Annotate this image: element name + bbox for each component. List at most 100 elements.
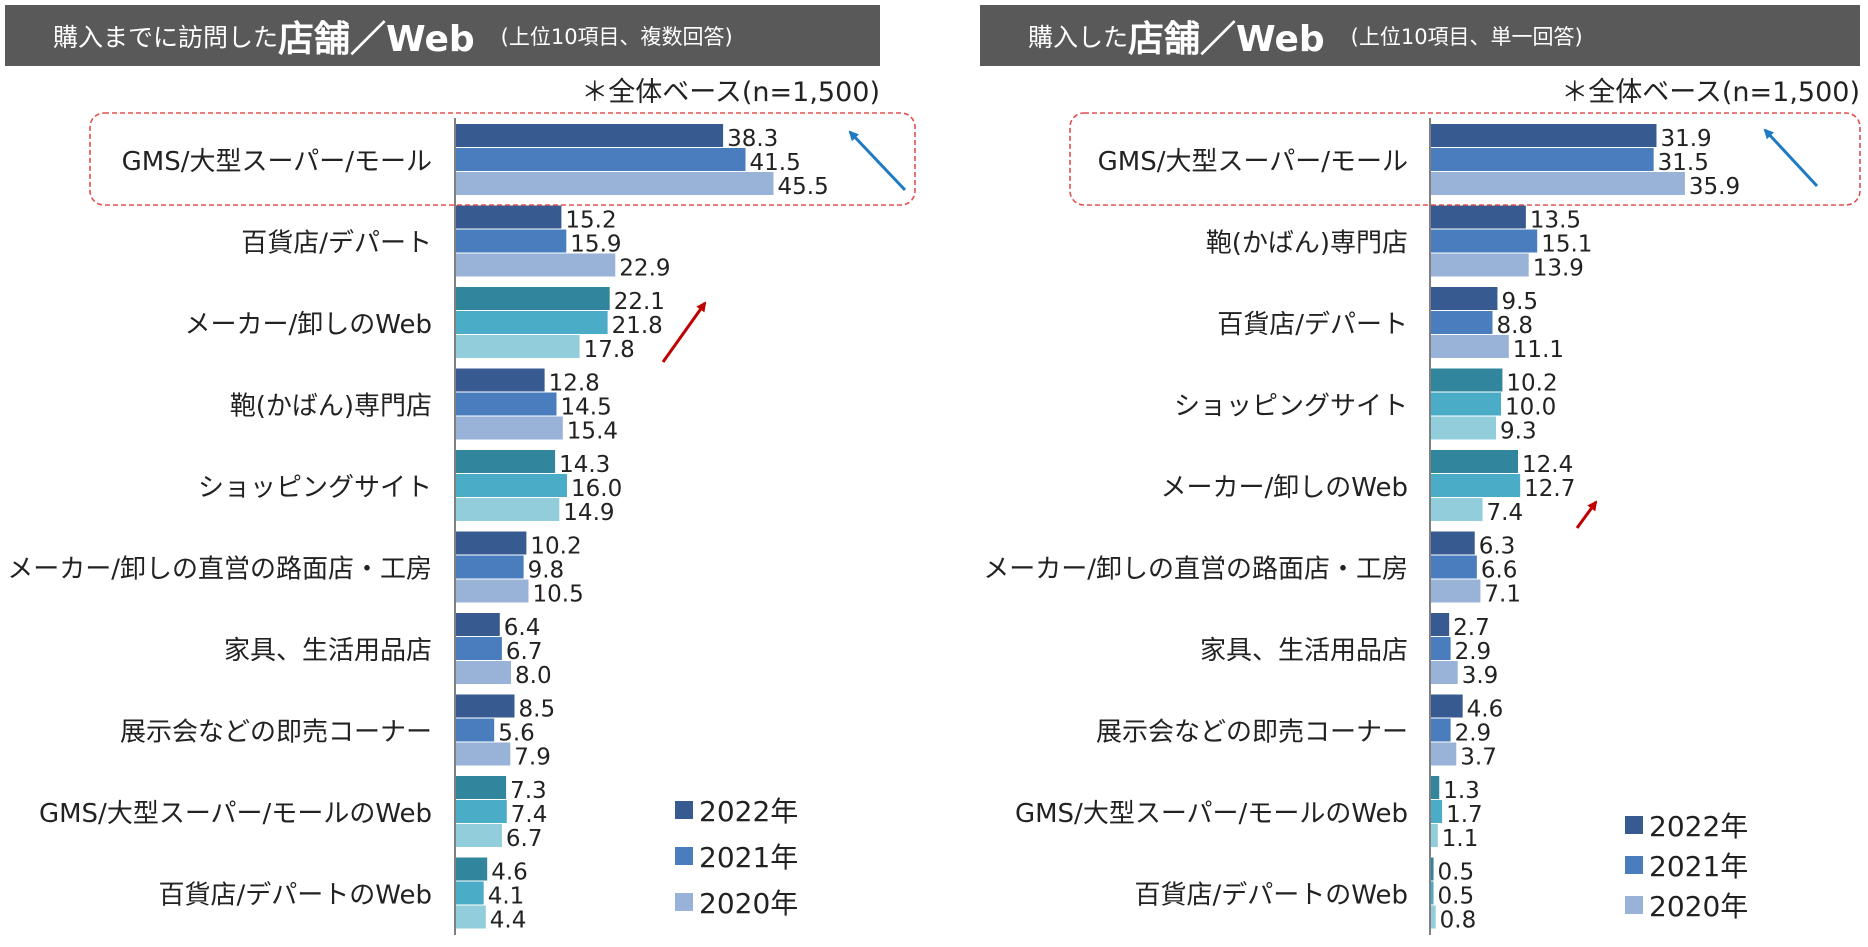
bar-group: ショッピングサイト 10.210.09.3 — [1174, 368, 1558, 445]
category-label: メーカー/卸しの直営の路面店・工房 — [983, 555, 1408, 585]
category-label: メーカー/卸しの直営の路面店・工房 — [7, 555, 432, 585]
bar-2022 — [1430, 450, 1519, 473]
value-label-2021: 21.8 — [612, 313, 663, 339]
bar-group: メーカー/卸しの直営の路面店・工房 6.36.67.1 — [983, 531, 1521, 608]
value-label-2021: 16.0 — [571, 476, 622, 502]
bar-2021 — [1430, 474, 1521, 497]
value-label-2020: 13.9 — [1533, 256, 1584, 282]
category-label: GMS/大型スーパー/モールのWeb — [39, 799, 432, 829]
left-chart-panel: 購入までに訪問した 店舗／Web (上位10項目、複数回答) ＊全体ベース(n=1,… — [5, 5, 916, 935]
value-label-2022: 14.3 — [559, 452, 610, 478]
value-label-2022: 22.1 — [614, 289, 665, 315]
bar-2021 — [1430, 148, 1654, 171]
bar-group: 鞄(かばん)専門店 13.515.113.9 — [1206, 205, 1592, 282]
category-label: 家具、生活用品店 — [224, 636, 432, 666]
value-label-2022: 10.2 — [1506, 371, 1557, 397]
category-label: GMS/大型スーパー/モールのWeb — [1015, 799, 1408, 829]
legend-swatch-2021 — [675, 847, 693, 865]
value-label-2022: 38.3 — [727, 126, 778, 152]
value-label-2020: 7.1 — [1484, 582, 1521, 608]
bar-2020 — [455, 905, 486, 929]
value-label-2020: 7.4 — [1487, 500, 1524, 526]
legend-item-2020: 2020年 — [675, 879, 798, 925]
value-label-2021: 6.6 — [1481, 558, 1518, 584]
legend-item-2021: 2021年 — [675, 833, 798, 879]
legend-label-2021: 2021年 — [699, 841, 799, 874]
left-base-note: ＊全体ベース(n=1,500) — [581, 77, 880, 108]
bar-2021 — [455, 637, 502, 660]
bar-2022 — [1430, 205, 1526, 229]
bar-2020 — [1430, 172, 1685, 195]
bar-2020 — [455, 416, 563, 440]
value-label-2020: 11.1 — [1513, 337, 1564, 363]
bar-2020 — [455, 498, 560, 521]
left-legend: 2022年 2021年 2020年 — [675, 787, 798, 925]
value-label-2021: 1.7 — [1446, 802, 1483, 828]
bar-2022 — [455, 450, 556, 473]
value-label-2022: 13.5 — [1530, 208, 1581, 234]
legend-label-2021: 2021年 — [1649, 850, 1749, 883]
right-chart-panel: 購入した 店舗／Web (上位10項目、単一回答) ＊全体ベース(n=1,500) … — [980, 0, 1868, 947]
bar-2020 — [1430, 253, 1529, 277]
category-label: 家具、生活用品店 — [1200, 636, 1408, 666]
bar-2021 — [455, 881, 484, 905]
value-label-2022: 15.2 — [565, 208, 616, 234]
right-title-emphasis: 店舗／Web — [1128, 18, 1325, 60]
value-label-2020: 22.9 — [619, 256, 670, 282]
bar-2020 — [455, 742, 511, 766]
bar-2020 — [1430, 905, 1436, 929]
bar-2020 — [1430, 335, 1509, 358]
value-label-2022: 1.3 — [1443, 778, 1480, 804]
value-label-2020: 7.9 — [514, 745, 551, 771]
trend-arrow-up-right — [1575, 500, 1598, 529]
value-label-2022: 12.4 — [1522, 452, 1573, 478]
left-bar-chart: GMS/大型スーパー/モール38.341.545.5百貨店/デパート15.215… — [7, 112, 916, 935]
highlight-box — [1069, 112, 1861, 206]
left-title-note: (上位10項目、複数回答) — [500, 24, 733, 49]
bar-2021 — [1430, 881, 1434, 905]
left-title-prefix: 購入までに訪問した — [53, 22, 279, 52]
bar-2021 — [1430, 392, 1501, 416]
bar-2020 — [1430, 579, 1481, 603]
bar-2022 — [455, 287, 610, 310]
bar-2022 — [1430, 857, 1434, 881]
value-label-2020: 8.0 — [515, 663, 552, 689]
bar-group: GMS/大型スーパー/モール 38.341.545.5 — [122, 124, 829, 200]
value-label-2022: 6.4 — [504, 615, 541, 641]
bar-2020 — [455, 335, 580, 358]
value-label-2022: 8.5 — [519, 697, 556, 723]
value-label-2022: 4.6 — [1467, 697, 1504, 723]
bar-2020 — [1430, 661, 1458, 684]
value-label-2022: 12.8 — [549, 371, 600, 397]
value-label-2021: 6.7 — [506, 639, 543, 665]
bar-2021 — [455, 800, 507, 823]
category-label: 鞄(かばん)専門店 — [1206, 229, 1408, 259]
bar-2020 — [1430, 416, 1497, 440]
value-label-2021: 15.1 — [1541, 232, 1592, 258]
bar-group: メーカー/卸しのWeb 22.121.817.8 — [185, 287, 665, 363]
legend-item-2020: 2020年 — [1625, 885, 1748, 925]
legend-label-2020: 2020年 — [1649, 890, 1749, 923]
value-label-2022: 4.6 — [491, 860, 528, 886]
bar-2022 — [455, 857, 488, 881]
bar-2021 — [1430, 637, 1451, 660]
bar-2022 — [1430, 694, 1463, 718]
legend-label-2020: 2020年 — [699, 887, 799, 920]
bar-group: GMS/大型スーパー/モールのWeb 1.31.71.1 — [1015, 776, 1483, 852]
value-label-2020: 0.8 — [1440, 908, 1477, 934]
bar-group: メーカー/卸しの直営の路面店・工房 10.29.810.5 — [7, 531, 584, 608]
value-label-2021: 4.1 — [488, 884, 525, 910]
value-label-2021: 2.9 — [1455, 721, 1492, 747]
bar-2020 — [455, 253, 616, 277]
trend-arrow-up-left — [848, 130, 907, 192]
category-label: GMS/大型スーパー/モール — [122, 147, 432, 177]
bar-group: 百貨店/デパート 15.215.922.9 — [241, 205, 671, 282]
trend-arrow-up-right — [661, 301, 707, 363]
right-title-prefix: 購入した — [1028, 22, 1129, 52]
category-label: 展示会などの即売コーナー — [120, 718, 432, 748]
value-label-2021: 12.7 — [1524, 476, 1575, 502]
bar-2021 — [455, 555, 524, 579]
bar-2022 — [455, 205, 562, 229]
category-label: メーカー/卸しのWeb — [1161, 473, 1408, 503]
